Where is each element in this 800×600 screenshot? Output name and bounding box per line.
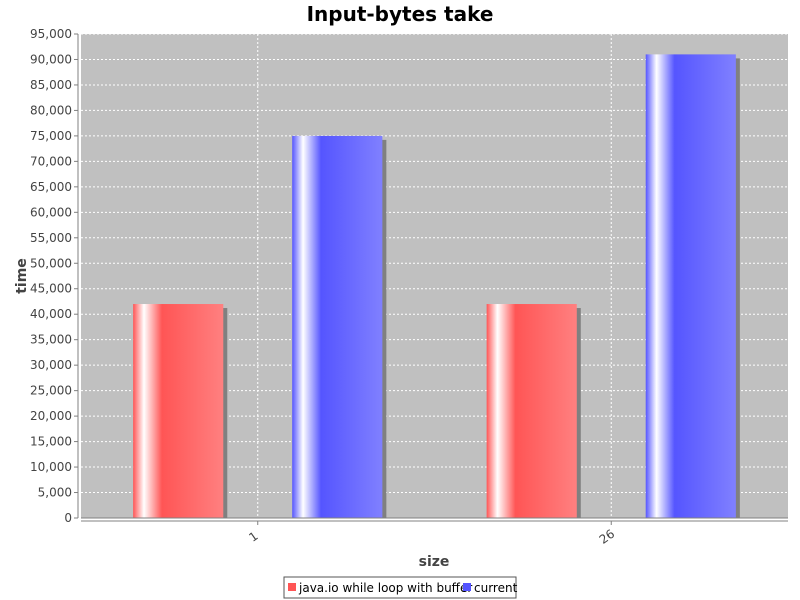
x-axis-label: size <box>419 554 450 570</box>
y-tick-label: 90,000 <box>30 52 72 66</box>
y-tick-label: 10,000 <box>30 460 72 474</box>
bar-java-io-while-loop-with-buffer-1 <box>133 304 224 518</box>
y-tick-label: 35,000 <box>30 333 72 347</box>
legend-swatch-current <box>463 583 471 591</box>
y-tick-label: 95,000 <box>30 27 72 41</box>
x-axis-ticks: 1 26 <box>246 521 617 547</box>
legend-label-java-io: java.io while loop with buffer <box>298 581 472 595</box>
legend-box <box>283 576 517 599</box>
legend: java.io while loop with buffer current <box>283 576 518 599</box>
y-tick-label: 45,000 <box>30 282 72 296</box>
y-tick-label: 15,000 <box>30 435 72 449</box>
y-tick-label: 20,000 <box>30 409 72 423</box>
y-tick-label: 65,000 <box>30 180 72 194</box>
y-tick-label: 30,000 <box>30 358 72 372</box>
y-tick-label: 25,000 <box>30 384 72 398</box>
legend-swatch-java-io <box>288 583 296 591</box>
y-tick-label: 60,000 <box>30 205 72 219</box>
bars <box>133 54 740 519</box>
y-tick-label: 75,000 <box>30 129 72 143</box>
y-tick-label: 40,000 <box>30 307 72 321</box>
legend-label-current: current <box>474 581 518 595</box>
y-tick-label: 5,000 <box>38 486 72 500</box>
y-tick-label: 55,000 <box>30 231 72 245</box>
y-tick-label: 85,000 <box>30 78 72 92</box>
bar-java-io-while-loop-with-buffer-26 <box>486 304 577 518</box>
x-tick-label: 1 <box>246 529 260 545</box>
y-tick-label: 70,000 <box>30 154 72 168</box>
x-tick-label: 26 <box>597 527 618 547</box>
chart-title: Input-bytes take <box>307 2 494 26</box>
bar-current-26 <box>645 54 736 519</box>
bar-current-1 <box>292 135 383 519</box>
y-tick-label: 50,000 <box>30 256 72 270</box>
y-tick-label: 0 <box>64 511 72 525</box>
y-axis-label: time <box>14 258 30 294</box>
y-axis-ticks: 0 5,000 10,000 15,000 20,000 25,000 30,000 35,0… <box>30 27 78 525</box>
y-tick-label: 80,000 <box>30 103 72 117</box>
